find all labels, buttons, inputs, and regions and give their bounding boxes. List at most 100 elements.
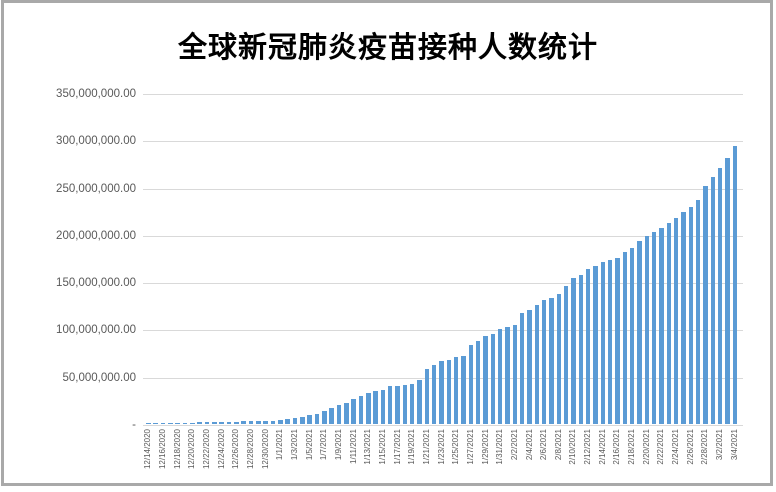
x-tick-label: 1/13/2021 bbox=[363, 429, 373, 465]
bar bbox=[725, 158, 730, 424]
bar bbox=[534, 305, 539, 424]
x-tick-label: 2/26/2021 bbox=[685, 429, 695, 465]
bar bbox=[673, 218, 679, 424]
bar bbox=[593, 266, 598, 424]
x-tick-label: 1/27/2021 bbox=[465, 429, 475, 465]
x-tick-label: 3/2/2021 bbox=[715, 429, 724, 461]
x-tick-label: 2/8/2021 bbox=[553, 429, 563, 461]
x-tick-label: 12/24/2020 bbox=[216, 429, 226, 470]
x-tick-label: 12/14/2020 bbox=[143, 429, 153, 470]
bar bbox=[175, 423, 180, 424]
y-tick-label: 300,000,000.00 bbox=[56, 135, 136, 148]
bar bbox=[395, 386, 400, 424]
x-tick-label: 1/29/2021 bbox=[480, 429, 490, 465]
bar bbox=[681, 212, 686, 424]
bar bbox=[461, 356, 466, 424]
bar bbox=[314, 414, 320, 424]
bar bbox=[703, 186, 708, 424]
bar bbox=[688, 207, 693, 424]
bar bbox=[358, 396, 364, 424]
x-tick-label: 1/23/2021 bbox=[436, 429, 446, 465]
x-tick-label: 2/20/2021 bbox=[641, 429, 651, 465]
gridline bbox=[143, 425, 743, 426]
x-tick-label: 1/1/2021 bbox=[275, 429, 285, 461]
bar bbox=[226, 422, 232, 424]
y-tick-label: 350,000,000.00 bbox=[56, 88, 136, 100]
bar bbox=[285, 419, 290, 424]
x-tick-label: 1/31/2021 bbox=[495, 429, 505, 465]
chart-title: 全球新冠肺炎疫苗接种人数统计 bbox=[177, 32, 598, 64]
x-tick-label: 2/18/2021 bbox=[627, 429, 637, 465]
bar bbox=[585, 269, 591, 424]
x-tick-label: 12/30/2020 bbox=[260, 429, 270, 470]
bar bbox=[637, 241, 642, 424]
bar bbox=[329, 408, 334, 424]
bar bbox=[292, 418, 298, 424]
bar bbox=[402, 385, 408, 424]
bar bbox=[644, 236, 649, 424]
bar bbox=[417, 380, 422, 424]
bar bbox=[336, 405, 342, 424]
x-tick-label: 2/4/2021 bbox=[524, 429, 534, 461]
x-tick-label: 2/28/2021 bbox=[700, 429, 710, 465]
x-tick-label: 1/17/2021 bbox=[392, 429, 402, 465]
bar bbox=[351, 399, 356, 424]
x-tick-label: 2/10/2021 bbox=[568, 429, 578, 465]
bar bbox=[219, 422, 224, 424]
x-tick-label: 12/26/2020 bbox=[231, 429, 241, 470]
gridline bbox=[143, 330, 743, 332]
bar bbox=[307, 415, 312, 424]
y-tick-label: 200,000,000.00 bbox=[56, 229, 136, 242]
bar bbox=[563, 286, 569, 424]
y-tick-label: 150,000,000.00 bbox=[56, 277, 136, 290]
bar bbox=[241, 421, 246, 424]
bar bbox=[549, 298, 554, 424]
bar bbox=[527, 310, 532, 424]
bar bbox=[366, 393, 371, 424]
gridline bbox=[143, 235, 743, 237]
bar bbox=[160, 423, 166, 424]
bar bbox=[168, 423, 173, 424]
x-tick-label: 1/15/2021 bbox=[377, 429, 387, 465]
bar bbox=[519, 313, 525, 424]
bar bbox=[373, 391, 378, 424]
bar bbox=[497, 329, 503, 424]
bar bbox=[278, 420, 283, 424]
x-tick-label: 12/18/2020 bbox=[172, 429, 182, 470]
x-tick-label: 2/24/2021 bbox=[671, 429, 681, 465]
bar bbox=[409, 384, 415, 424]
bar bbox=[234, 422, 239, 424]
y-tick-label: 250,000,000.00 bbox=[56, 182, 136, 195]
bar bbox=[512, 325, 518, 424]
bar bbox=[190, 423, 195, 424]
bar bbox=[578, 275, 583, 424]
x-tick-label: 1/21/2021 bbox=[421, 429, 431, 465]
bar bbox=[431, 365, 437, 424]
bar bbox=[732, 146, 737, 424]
bar bbox=[146, 423, 151, 424]
bar bbox=[387, 386, 393, 424]
bar bbox=[322, 411, 327, 424]
bar bbox=[475, 341, 481, 424]
bar bbox=[717, 168, 723, 424]
x-tick-label: 1/5/2021 bbox=[304, 429, 314, 461]
y-tick-label: 50,000,000.00 bbox=[62, 371, 136, 384]
gridline bbox=[143, 94, 743, 95]
bar bbox=[651, 232, 657, 424]
x-tick-label: 3/4/2021 bbox=[729, 429, 739, 461]
x-tick-label: 12/20/2020 bbox=[187, 429, 197, 470]
bar bbox=[666, 223, 671, 424]
gridline bbox=[143, 283, 743, 285]
bar bbox=[197, 422, 202, 424]
bar bbox=[710, 177, 715, 424]
x-tick-label: 2/12/2021 bbox=[583, 429, 593, 465]
x-tick-label: 2/6/2021 bbox=[539, 429, 549, 461]
bar bbox=[300, 417, 305, 424]
bar bbox=[439, 361, 444, 424]
bar bbox=[453, 357, 459, 424]
bar bbox=[659, 228, 664, 424]
y-tick-label: 100,000,000.00 bbox=[56, 324, 136, 337]
bar bbox=[600, 262, 605, 424]
